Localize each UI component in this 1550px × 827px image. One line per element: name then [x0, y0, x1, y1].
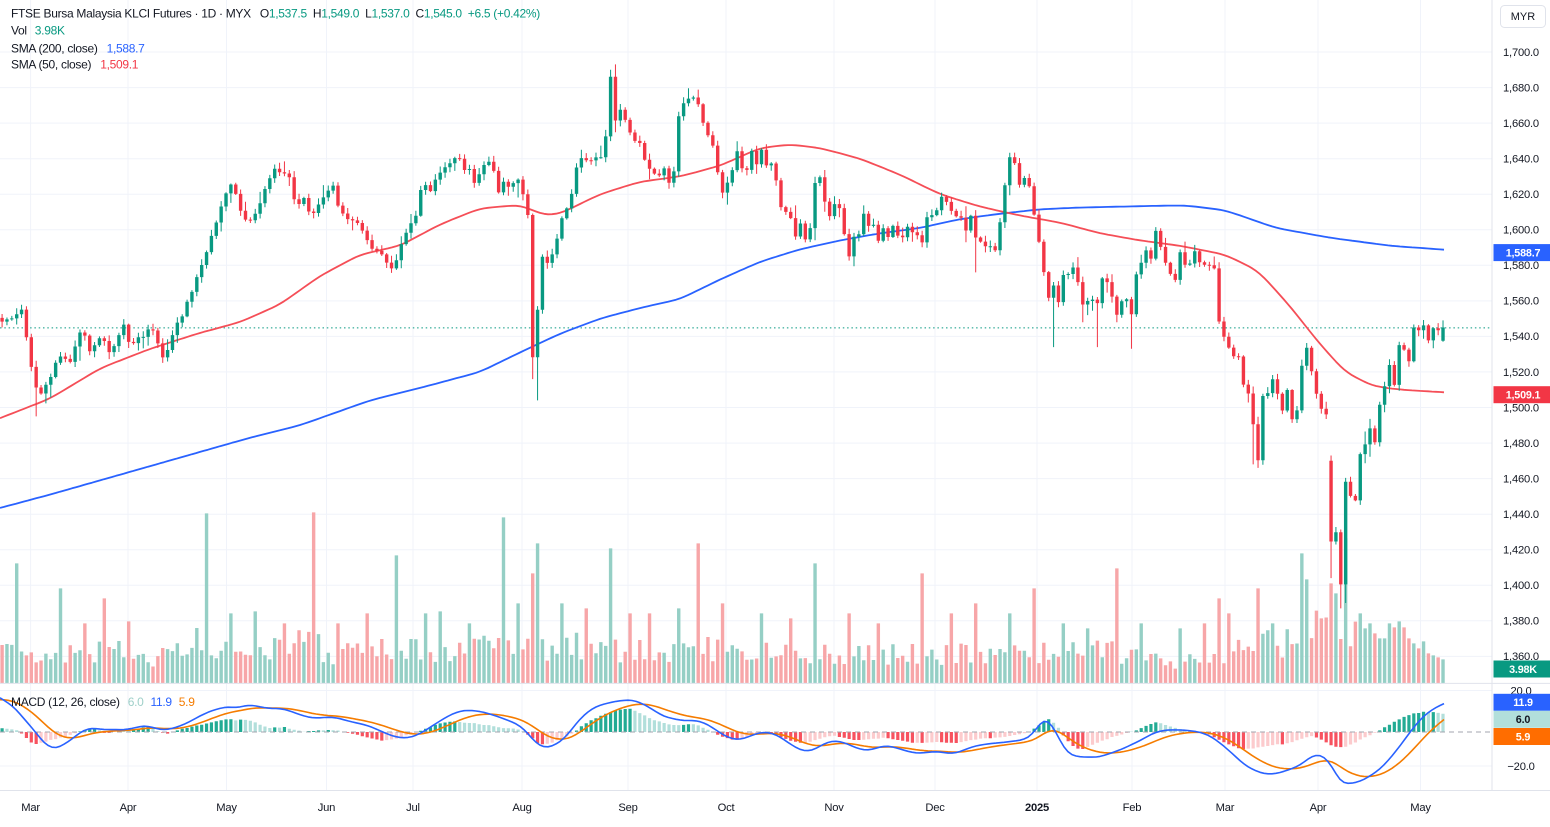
svg-text:May: May — [216, 802, 237, 814]
svg-text:Jul: Jul — [406, 802, 420, 814]
svg-text:Nov: Nov — [824, 802, 844, 814]
svg-text:1,540.0: 1,540.0 — [1503, 331, 1539, 343]
svg-text:1,440.0: 1,440.0 — [1503, 509, 1539, 521]
svg-text:2025: 2025 — [1025, 802, 1049, 814]
svg-text:Apr: Apr — [1310, 802, 1327, 814]
svg-text:SMA (50, close)1,509.1: SMA (50, close)1,509.1 — [11, 58, 139, 72]
svg-text:Dec: Dec — [925, 802, 945, 814]
svg-text:1,588.7: 1,588.7 — [1506, 247, 1541, 259]
svg-text:1,460.0: 1,460.0 — [1503, 473, 1539, 485]
svg-text:5.9: 5.9 — [1516, 731, 1531, 743]
svg-text:Mar: Mar — [1216, 802, 1235, 814]
svg-text:May: May — [1410, 802, 1431, 814]
svg-text:1,620.0: 1,620.0 — [1503, 189, 1539, 201]
svg-text:1,640.0: 1,640.0 — [1503, 154, 1539, 166]
svg-text:1,600.0: 1,600.0 — [1503, 225, 1539, 237]
svg-text:Mar: Mar — [21, 802, 40, 814]
svg-text:FTSE Bursa Malaysia KLCI Futur: FTSE Bursa Malaysia KLCI Futures · 1D · … — [11, 7, 540, 21]
svg-text:MYR: MYR — [1511, 11, 1536, 23]
svg-text:MACD (12, 26, close)6.011.95.9: MACD (12, 26, close)6.011.95.9 — [11, 695, 195, 709]
svg-text:1,420.0: 1,420.0 — [1503, 545, 1539, 557]
svg-text:Sep: Sep — [618, 802, 637, 814]
svg-text:1,700.0: 1,700.0 — [1503, 47, 1539, 59]
svg-text:1,660.0: 1,660.0 — [1503, 118, 1539, 130]
svg-text:6.0: 6.0 — [1516, 714, 1531, 726]
svg-text:Aug: Aug — [512, 802, 531, 814]
svg-text:Oct: Oct — [718, 802, 736, 814]
svg-text:1,480.0: 1,480.0 — [1503, 438, 1539, 450]
svg-text:1,680.0: 1,680.0 — [1503, 82, 1539, 94]
svg-text:Feb: Feb — [1123, 802, 1142, 814]
svg-text:1,580.0: 1,580.0 — [1503, 260, 1539, 272]
svg-text:1,509.1: 1,509.1 — [1506, 390, 1541, 402]
svg-text:1,520.0: 1,520.0 — [1503, 367, 1539, 379]
svg-text:Apr: Apr — [120, 802, 137, 814]
svg-text:1,380.0: 1,380.0 — [1503, 616, 1539, 628]
svg-text:1,500.0: 1,500.0 — [1503, 402, 1539, 414]
svg-text:Jun: Jun — [318, 802, 335, 814]
svg-text:11.9: 11.9 — [1513, 697, 1533, 709]
svg-text:1,400.0: 1,400.0 — [1503, 580, 1539, 592]
svg-text:3.98K: 3.98K — [1509, 664, 1537, 676]
svg-text:SMA (200, close)1,588.7: SMA (200, close)1,588.7 — [11, 41, 145, 55]
svg-text:1,560.0: 1,560.0 — [1503, 296, 1539, 308]
svg-text:−20.0: −20.0 — [1507, 761, 1534, 773]
